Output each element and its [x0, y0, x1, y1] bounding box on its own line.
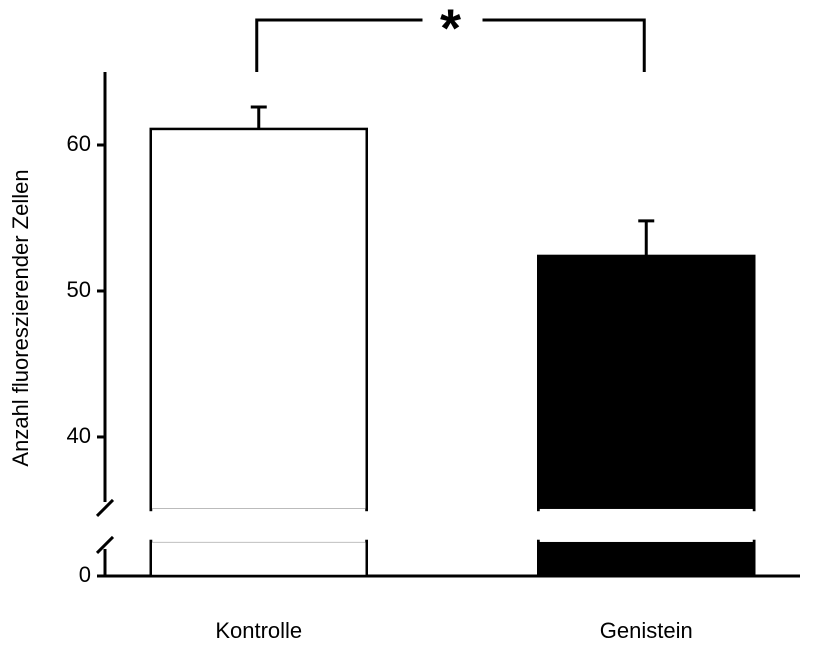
axis-break: [95, 498, 115, 518]
bar-upper: [537, 254, 756, 512]
significance-bracket: [255, 18, 646, 72]
axis-break: [95, 535, 115, 555]
y-axis-label: Anzahl fluoreszierender Zellen: [8, 169, 33, 466]
y-tick-label: 0: [79, 562, 91, 587]
y-tick-label: 50: [67, 277, 91, 302]
break-gap: [152, 508, 366, 542]
bar-bottom-gap: [152, 573, 366, 575]
bar-bottom-gap: [539, 573, 753, 575]
x-tick-label: Kontrolle: [215, 618, 302, 643]
bar-upper: [149, 127, 368, 512]
x-tick-label: Genistein: [600, 618, 693, 643]
break-gap: [539, 508, 753, 542]
y-tick-label: 40: [67, 423, 91, 448]
bar-lower: [537, 539, 756, 578]
y-tick-label: 60: [67, 131, 91, 156]
bar-lower: [149, 539, 368, 578]
significance-annotation: *: [440, 0, 461, 58]
